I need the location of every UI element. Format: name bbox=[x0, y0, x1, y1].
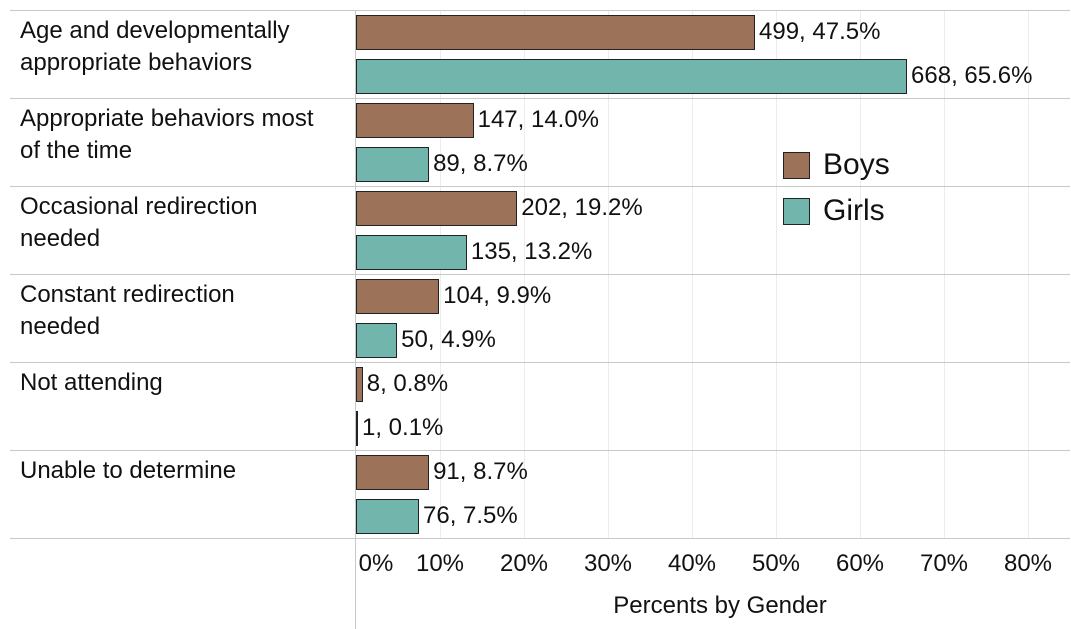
legend-swatch bbox=[783, 152, 810, 179]
x-tick-label: 70% bbox=[919, 550, 969, 577]
data-label: 76, 7.5% bbox=[423, 502, 518, 529]
row-separator bbox=[10, 274, 1070, 275]
bar bbox=[356, 15, 755, 50]
row-separator bbox=[10, 186, 1070, 187]
bar bbox=[356, 499, 419, 534]
x-tick-label: 80% bbox=[1003, 550, 1053, 577]
data-label: 1, 0.1% bbox=[362, 414, 444, 441]
data-label: 8, 0.8% bbox=[366, 370, 449, 397]
bar bbox=[356, 147, 430, 182]
bar bbox=[356, 235, 467, 270]
bar bbox=[356, 103, 474, 138]
row-separator bbox=[10, 98, 1070, 99]
row-separator bbox=[10, 362, 1070, 363]
category-label: Unable to determine bbox=[20, 457, 237, 484]
x-axis-title: Percents by Gender bbox=[613, 592, 827, 619]
y-axis-line bbox=[355, 10, 356, 629]
x-tick-label: 10% bbox=[415, 550, 465, 577]
data-label: 135, 13.2% bbox=[470, 238, 593, 265]
x-tick-label: 20% bbox=[499, 550, 549, 577]
bar bbox=[356, 411, 358, 446]
category-label: Age and developmentally appropriate beha… bbox=[20, 17, 290, 76]
bar bbox=[356, 279, 440, 314]
x-tick-label: 30% bbox=[583, 550, 633, 577]
legend-label: Boys bbox=[823, 148, 890, 181]
category-label: Occasional redirection needed bbox=[20, 193, 258, 252]
category-label: Not attending bbox=[20, 369, 163, 396]
x-tick-label: 0% bbox=[358, 550, 394, 577]
bar bbox=[356, 191, 518, 226]
legend-label: Girls bbox=[823, 194, 885, 227]
data-label: 202, 19.2% bbox=[521, 194, 643, 221]
data-label: 104, 9.9% bbox=[443, 282, 552, 309]
data-label: 499, 47.5% bbox=[759, 18, 881, 45]
bar bbox=[356, 323, 398, 358]
data-label: 89, 8.7% bbox=[433, 150, 528, 177]
row-separator bbox=[10, 10, 1070, 11]
data-label: 147, 14.0% bbox=[477, 106, 600, 133]
x-tick-label: 60% bbox=[835, 550, 885, 577]
legend-swatch bbox=[783, 198, 810, 225]
data-label: 668, 65.6% bbox=[911, 62, 1033, 89]
bar bbox=[356, 455, 430, 490]
category-label: Constant redirection needed bbox=[20, 281, 235, 340]
data-label: 91, 8.7% bbox=[433, 458, 528, 485]
x-tick-label: 40% bbox=[667, 550, 717, 577]
data-label: 50, 4.9% bbox=[401, 326, 496, 353]
bar bbox=[356, 367, 363, 402]
row-separator bbox=[10, 538, 1070, 539]
category-label: Appropriate behaviors most of the time bbox=[20, 105, 314, 164]
row-separator bbox=[10, 450, 1070, 451]
x-tick-label: 50% bbox=[751, 550, 801, 577]
bar bbox=[356, 59, 908, 94]
